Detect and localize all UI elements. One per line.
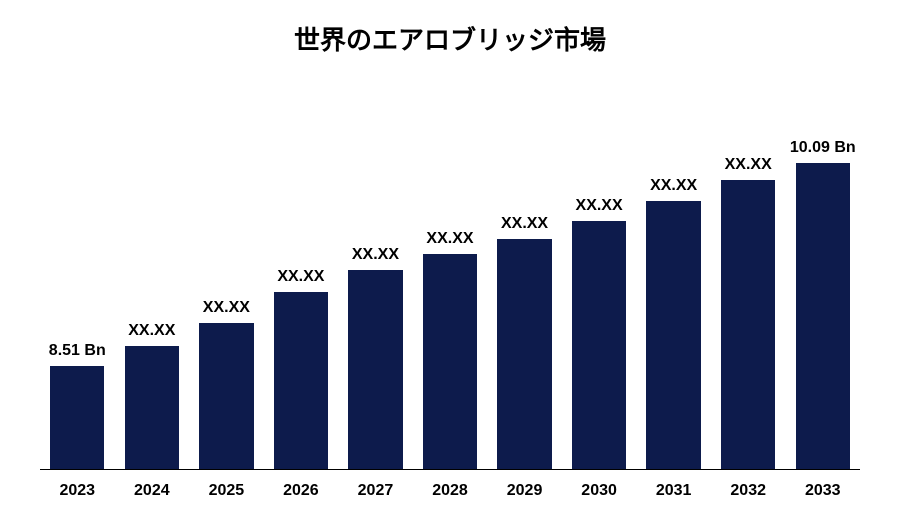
bar bbox=[199, 323, 253, 470]
x-tick-label: 2027 bbox=[338, 482, 413, 500]
bar-slot: XX.XX bbox=[711, 90, 786, 470]
bar-slot: XX.XX bbox=[189, 90, 264, 470]
bar bbox=[572, 221, 626, 470]
x-tick-label: 2023 bbox=[40, 482, 115, 500]
bar bbox=[646, 201, 700, 470]
x-axis-line bbox=[40, 469, 860, 470]
plot-area: 8.51 Bn XX.XX XX.XX XX.XX XX.XX XX.XX XX.XX XX.… bbox=[40, 90, 860, 470]
bar-value-label: XX.XX bbox=[426, 230, 473, 248]
x-tick-label: 2033 bbox=[785, 482, 860, 500]
chart-container: 世界のエアロブリッジ市場 8.51 Bn XX.XX XX.XX XX.XX XX.XX… bbox=[0, 0, 900, 525]
x-tick-label: 2032 bbox=[711, 482, 786, 500]
bar bbox=[796, 163, 850, 470]
bar-value-label: XX.XX bbox=[501, 215, 548, 233]
x-tick-label: 2025 bbox=[189, 482, 264, 500]
bar-value-label: 10.09 Bn bbox=[790, 139, 856, 157]
x-tick-label: 2026 bbox=[264, 482, 339, 500]
bar bbox=[423, 254, 477, 470]
bar-slot: 8.51 Bn bbox=[40, 90, 115, 470]
x-tick-label: 2028 bbox=[413, 482, 488, 500]
bar bbox=[497, 239, 551, 470]
bar-value-label: XX.XX bbox=[725, 156, 772, 174]
chart-title: 世界のエアロブリッジ市場 bbox=[0, 20, 900, 57]
bar-slot: XX.XX bbox=[636, 90, 711, 470]
bar bbox=[348, 270, 402, 470]
bar-slot: XX.XX bbox=[413, 90, 488, 470]
bar-slot: 10.09 Bn bbox=[785, 90, 860, 470]
x-tick-label: 2024 bbox=[115, 482, 190, 500]
bar-slot: XX.XX bbox=[115, 90, 190, 470]
bar-value-label: XX.XX bbox=[352, 246, 399, 264]
x-tick-label: 2029 bbox=[487, 482, 562, 500]
x-tick-label: 2031 bbox=[636, 482, 711, 500]
x-tick-label: 2030 bbox=[562, 482, 637, 500]
bar bbox=[721, 180, 775, 470]
bar bbox=[50, 366, 104, 470]
bar-value-label: XX.XX bbox=[650, 177, 697, 195]
bar bbox=[125, 346, 179, 470]
bar-value-label: 8.51 Bn bbox=[49, 342, 106, 360]
bar-slot: XX.XX bbox=[487, 90, 562, 470]
bar-value-label: XX.XX bbox=[576, 197, 623, 215]
bar bbox=[274, 292, 328, 470]
bar-slot: XX.XX bbox=[264, 90, 339, 470]
bar-slot: XX.XX bbox=[338, 90, 413, 470]
x-axis-labels: 2023202420252026202720282029203020312032… bbox=[40, 482, 860, 500]
bar-value-label: XX.XX bbox=[277, 268, 324, 286]
bar-slot: XX.XX bbox=[562, 90, 637, 470]
bar-value-label: XX.XX bbox=[203, 299, 250, 317]
bars-group: 8.51 Bn XX.XX XX.XX XX.XX XX.XX XX.XX XX.XX XX.… bbox=[40, 90, 860, 470]
bar-value-label: XX.XX bbox=[128, 322, 175, 340]
